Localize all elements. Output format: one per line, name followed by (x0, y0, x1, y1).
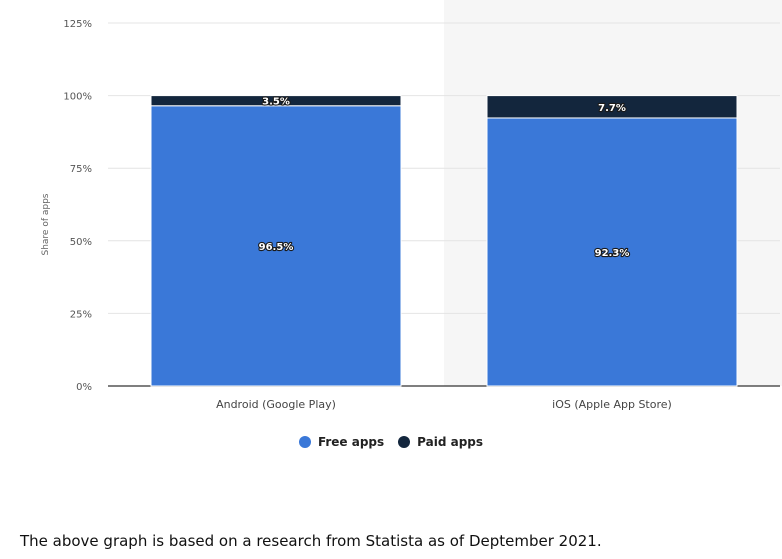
legend-item-free-apps[interactable]: Free apps (298, 435, 385, 449)
y-tick-label: 75% (70, 164, 92, 175)
legend: Free apps Paid apps (0, 435, 782, 449)
legend-dot-free-apps (298, 436, 311, 448)
data-label: 96.5% (259, 242, 294, 253)
bar-paid-1 (486, 95, 738, 119)
legend-label-paid-apps: Paid apps (417, 435, 484, 449)
y-tick-label: 50% (70, 237, 92, 248)
y-tick-label: 25% (70, 309, 92, 320)
stacked-bar-chart: 0% 25% 50% 75% 100% 125% Share of apps 96.5% 3.5… (41, 19, 780, 411)
y-tick-label: 100% (63, 92, 92, 103)
data-label: 92.3% (595, 248, 630, 259)
y-tick-label: 0% (76, 382, 92, 393)
data-label: 3.5% (262, 97, 290, 108)
chart-area: 0% 25% 50% 75% 100% 125% Share of apps 96.5% 3.5… (41, 19, 780, 411)
bar-free-0 (150, 105, 402, 387)
legend-label-free-apps: Free apps (317, 435, 385, 449)
y-axis-title: Share of apps (41, 193, 51, 255)
legend-item-paid-apps[interactable]: Paid apps (398, 435, 483, 449)
caption-text: The above graph is based on a research f… (20, 532, 602, 550)
x-category-label: Android (Google Play) (216, 398, 336, 411)
x-category-label: iOS (Apple App Store) (552, 398, 672, 411)
legend-dot-paid-apps (398, 436, 411, 448)
bar-paid-0 (150, 95, 402, 107)
bar-free-1 (486, 117, 738, 387)
data-label: 7.7% (598, 103, 626, 114)
y-tick-label: 125% (63, 19, 92, 30)
